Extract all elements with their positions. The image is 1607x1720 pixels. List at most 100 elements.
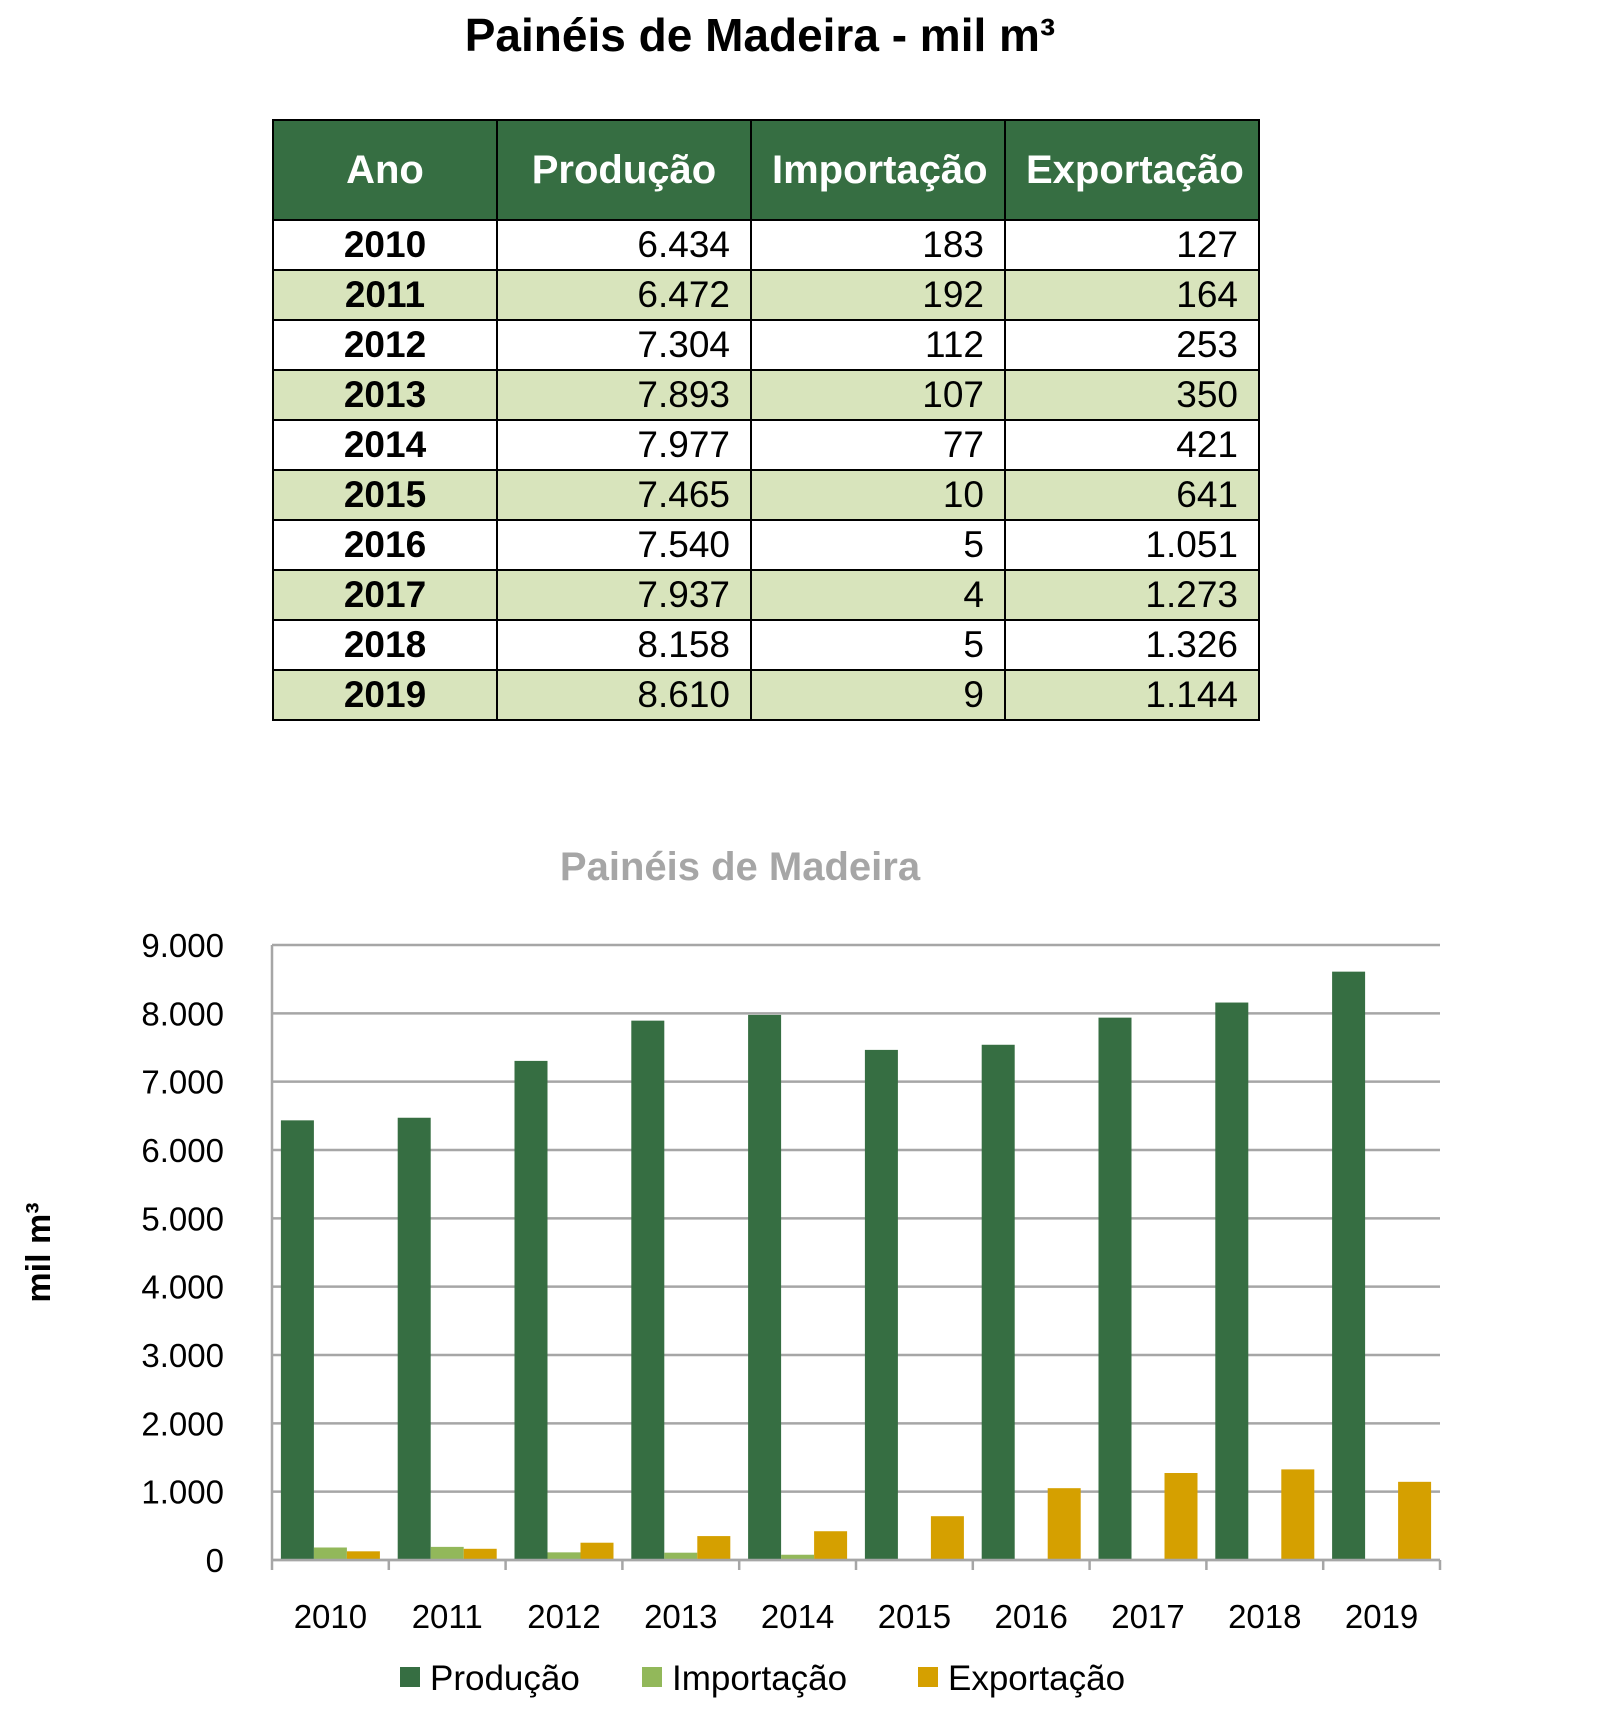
cell-year: 2012 [272, 319, 498, 371]
cell-exportacao: 1.326 [1004, 619, 1260, 671]
bar-chart: Painéis de Madeira 0 1.000 2.000 3.000 4.000 5… [20, 845, 1442, 1698]
y-tick-label: 8.000 [141, 995, 224, 1032]
bar-produção [981, 1044, 1015, 1560]
legend-label-produção: Produção [430, 1659, 580, 1698]
x-tick-label: 2010 [294, 1598, 367, 1635]
cell-year: 2018 [272, 619, 498, 671]
table-row: 2017 7.937 4 1.273 [272, 569, 1260, 621]
cell-producao: 7.304 [496, 319, 752, 371]
bar-exportação [463, 1548, 497, 1560]
cell-importacao: 77 [750, 419, 1006, 471]
cell-year: 2013 [272, 369, 498, 421]
table-row: 2015 7.465 10 641 [272, 469, 1260, 521]
cell-exportacao: 641 [1004, 469, 1260, 521]
bar-produção [1098, 1017, 1132, 1560]
header-producao: Produção [496, 119, 752, 221]
data-table: Ano Produção Importação Exportação 2010 6… [272, 119, 1260, 721]
table-body: 2010 6.434 183 127 2011 6.472 192 164 2012 7.304 1… [272, 219, 1260, 721]
cell-year: 2019 [272, 669, 498, 721]
y-tick-label: 3.000 [141, 1337, 224, 1374]
legend-swatch-exportação [918, 1667, 938, 1687]
y-tick-label: 6.000 [141, 1132, 224, 1169]
legend-label-importação: Importação [672, 1659, 847, 1698]
table-row: 2016 7.540 5 1.051 [272, 519, 1260, 571]
cell-producao: 7.937 [496, 569, 752, 621]
bar-produção [631, 1020, 665, 1560]
cell-exportacao: 253 [1004, 319, 1260, 371]
cell-exportacao: 350 [1004, 369, 1260, 421]
legend-label-exportação: Exportação [948, 1659, 1125, 1698]
x-tick-label: 2018 [1228, 1598, 1301, 1635]
bar-exportação [346, 1551, 380, 1560]
cell-year: 2015 [272, 469, 498, 521]
header-exportacao: Exportação [1004, 119, 1260, 221]
cell-exportacao: 1.273 [1004, 569, 1260, 621]
cell-year: 2017 [272, 569, 498, 621]
cell-year: 2011 [272, 269, 498, 321]
x-tick-label: 2019 [1345, 1598, 1418, 1635]
cell-producao: 7.465 [496, 469, 752, 521]
cell-exportacao: 421 [1004, 419, 1260, 471]
bar-importação [313, 1547, 347, 1560]
header-importacao: Importação [750, 119, 1006, 221]
table-header-row: Ano Produção Importação Exportação [272, 119, 1260, 221]
y-axis-label: mil m³ [20, 1202, 58, 1302]
cell-importacao: 4 [750, 569, 1006, 621]
cell-importacao: 192 [750, 269, 1006, 321]
legend-swatch-produção [400, 1667, 420, 1687]
bar-produção [514, 1060, 548, 1560]
cell-year: 2014 [272, 419, 498, 471]
cell-producao: 8.158 [496, 619, 752, 671]
cell-exportacao: 127 [1004, 219, 1260, 271]
y-tick-label: 0 [206, 1542, 224, 1579]
y-tick-label: 5.000 [141, 1200, 224, 1237]
table-row: 2012 7.304 112 253 [272, 319, 1260, 371]
table-row: 2010 6.434 183 127 [272, 219, 1260, 271]
bar-exportação [930, 1516, 964, 1560]
x-tick-label: 2014 [761, 1598, 834, 1635]
bar-exportação [814, 1531, 848, 1560]
table-row: 2011 6.472 192 164 [272, 269, 1260, 321]
x-tick-label: 2016 [994, 1598, 1067, 1635]
bar-exportação [1398, 1481, 1432, 1560]
x-tick-label: 2011 [412, 1598, 483, 1635]
bar-exportação [1047, 1488, 1081, 1560]
bar-produção [1332, 971, 1366, 1560]
cell-producao: 6.434 [496, 219, 752, 271]
bar-importação [664, 1552, 698, 1560]
cell-importacao: 112 [750, 319, 1006, 371]
y-tick-label: 1.000 [141, 1474, 224, 1511]
bar-exportação [697, 1536, 731, 1560]
y-tick-label: 9.000 [141, 927, 224, 964]
bar-importação [430, 1546, 464, 1560]
bar-exportação [1281, 1469, 1315, 1560]
bar-exportação [580, 1542, 614, 1560]
cell-year: 2010 [272, 219, 498, 271]
table-row: 2013 7.893 107 350 [272, 369, 1260, 421]
cell-year: 2016 [272, 519, 498, 571]
cell-exportacao: 1.144 [1004, 669, 1260, 721]
cell-exportacao: 164 [1004, 269, 1260, 321]
chart-title: Painéis de Madeira [560, 845, 921, 889]
y-tick-label: 2.000 [141, 1405, 224, 1442]
table-row: 2018 8.158 5 1.326 [272, 619, 1260, 671]
x-tick-label: 2012 [527, 1598, 600, 1635]
cell-producao: 6.472 [496, 269, 752, 321]
bar-produção [748, 1014, 782, 1560]
bar-exportação [1164, 1473, 1198, 1560]
bar-importação [781, 1554, 815, 1560]
bar-produção [397, 1117, 431, 1560]
x-tick-label: 2017 [1111, 1598, 1184, 1635]
cell-producao: 7.977 [496, 419, 752, 471]
cell-importacao: 10 [750, 469, 1006, 521]
cell-producao: 8.610 [496, 669, 752, 721]
y-tick-label: 7.000 [141, 1064, 224, 1101]
legend-swatch-importação [642, 1667, 662, 1687]
cell-importacao: 183 [750, 219, 1006, 271]
cell-importacao: 5 [750, 619, 1006, 671]
cell-importacao: 107 [750, 369, 1006, 421]
cell-importacao: 5 [750, 519, 1006, 571]
header-ano: Ano [272, 119, 498, 221]
x-tick-label: 2015 [878, 1598, 951, 1635]
bar-produção [1215, 1002, 1249, 1560]
